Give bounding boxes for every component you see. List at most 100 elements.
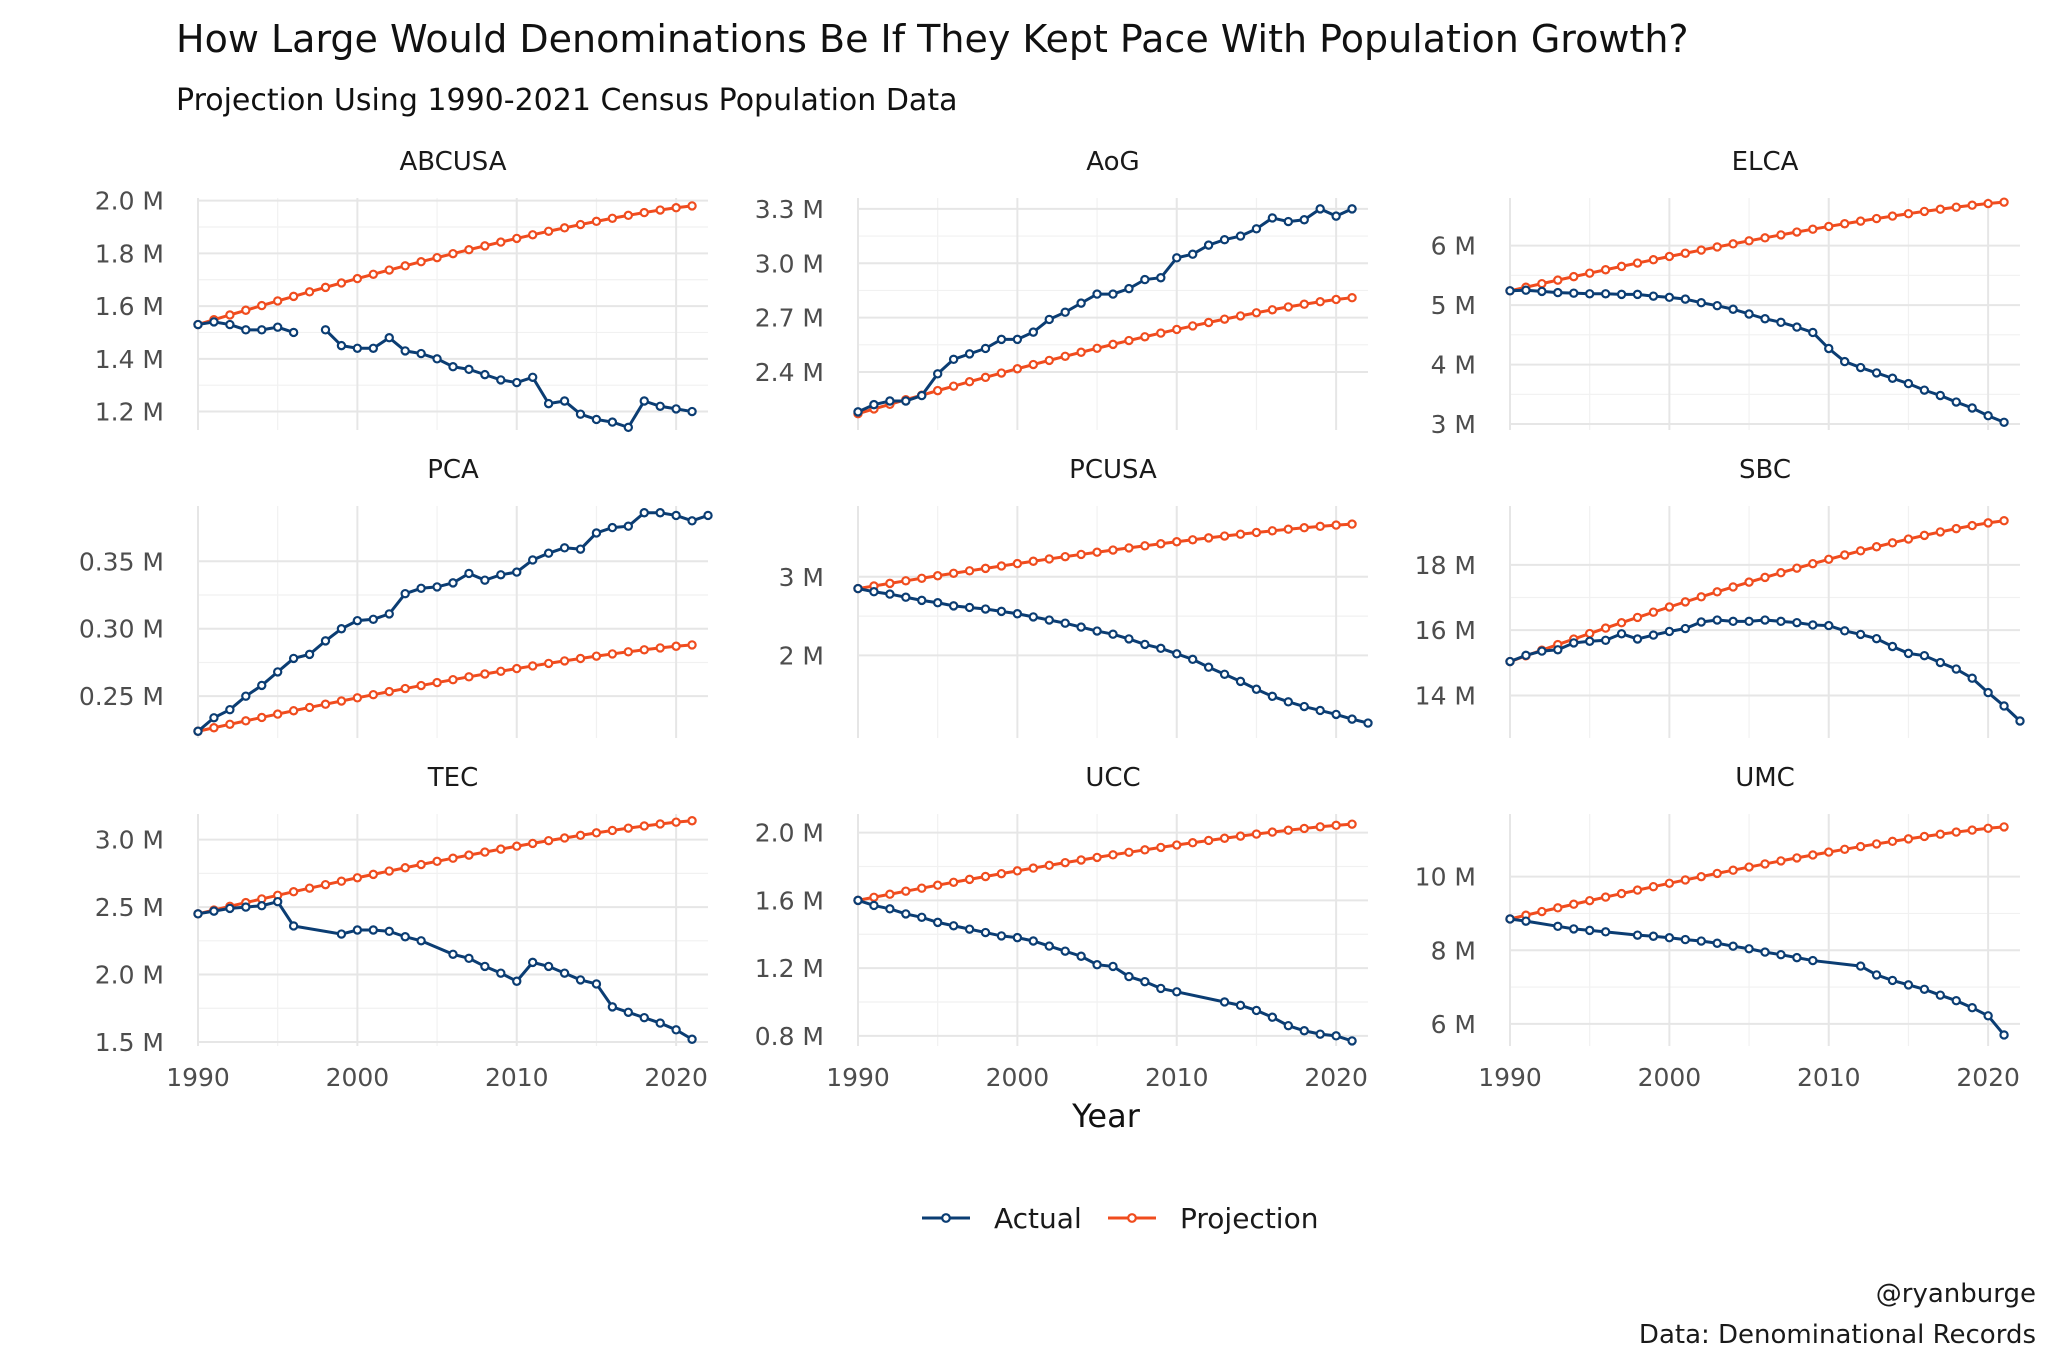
projection-point: [1808, 224, 1818, 234]
actual-point: [1696, 617, 1706, 627]
actual-point: [400, 932, 410, 942]
actual-point: [639, 396, 649, 406]
projection-point: [543, 226, 554, 236]
projection-point: [980, 871, 991, 882]
actual-point: [1648, 931, 1659, 941]
actual-point: [368, 925, 379, 935]
projection-point: [980, 563, 991, 574]
projection-point: [1776, 568, 1786, 578]
projection-point: [1012, 364, 1023, 374]
projection-point: [304, 702, 315, 713]
projection-point: [623, 210, 634, 221]
legend-item-projection: Projection: [1108, 1202, 1318, 1235]
projection-point: [241, 305, 251, 315]
projection-point: [352, 273, 363, 284]
projection-point: [1680, 248, 1691, 258]
actual-point: [1887, 373, 1898, 383]
actual-point: [543, 398, 554, 409]
actual-point: [671, 1025, 681, 1035]
actual-point: [1903, 980, 1914, 990]
actual-point: [1251, 684, 1262, 694]
actual-point: [1999, 1030, 2009, 1040]
actual-point: [1537, 646, 1547, 656]
projection-point: [288, 291, 299, 302]
actual-point: [1219, 234, 1230, 245]
actual-point: [209, 317, 219, 327]
projection-point: [400, 863, 410, 873]
projection-point: [1283, 302, 1294, 312]
actual-point: [336, 929, 347, 939]
actual-point: [1347, 204, 1357, 214]
projection-point: [623, 823, 634, 833]
actual-point: [1919, 385, 1930, 395]
actual-point: [1712, 938, 1722, 948]
actual-point: [1600, 635, 1611, 645]
projection-point: [1060, 351, 1070, 361]
projection-point: [1347, 819, 1357, 829]
projection-point: [225, 719, 235, 729]
actual-point: [1299, 1026, 1309, 1036]
legend-label: Actual: [994, 1202, 1082, 1235]
actual-point: [1903, 648, 1914, 659]
actual-point: [1219, 669, 1230, 679]
actual-point: [193, 726, 203, 736]
projection-point: [496, 666, 506, 676]
actual-point: [241, 691, 251, 701]
x-tick-label: 1990: [166, 1063, 230, 1092]
projection-point: [527, 838, 538, 849]
caption-handle: @ryanburge: [1876, 1279, 2036, 1309]
actual-point: [1108, 289, 1118, 299]
actual-point: [869, 900, 879, 911]
projection-line: [857, 522, 1353, 591]
projection-point: [1584, 268, 1595, 278]
projection-point: [320, 699, 331, 709]
projection-point: [917, 883, 927, 893]
y-tick-label: 6 M: [1431, 1010, 1476, 1039]
actual-line: [324, 328, 693, 430]
actual-point: [1012, 334, 1023, 345]
actual-point: [591, 414, 602, 425]
actual-point: [1267, 213, 1278, 223]
projection-point: [1299, 523, 1309, 533]
projection-point: [1187, 838, 1198, 848]
panel-umc: UMC 6 M 8 M 10 M 1990 2000 2010 2020: [1415, 763, 2020, 1092]
actual-point: [1569, 288, 1579, 298]
projection-point: [1235, 311, 1246, 321]
projection-point: [368, 869, 379, 880]
projection-point: [591, 216, 602, 227]
actual-point: [655, 1018, 665, 1028]
y-tick-label: 1.5 M: [95, 1028, 164, 1057]
actual-point: [352, 343, 363, 353]
projection-point: [948, 877, 959, 887]
projection-point: [1951, 827, 1961, 837]
actual-point: [320, 325, 331, 335]
actual-point: [1632, 634, 1643, 644]
actual-point: [1156, 983, 1166, 994]
projection-point: [1712, 242, 1722, 252]
projection-point: [1331, 520, 1341, 530]
projection-point: [687, 201, 697, 211]
actual-point: [1999, 701, 2009, 711]
projection-point: [1951, 202, 1961, 212]
actual-point: [1951, 664, 1961, 674]
projection-point: [1632, 258, 1643, 268]
x-tick-label: 2020: [1956, 1063, 2020, 1092]
actual-point: [1219, 997, 1230, 1007]
actual-point: [1760, 947, 1770, 957]
projection-point: [272, 709, 283, 719]
projection-point: [320, 282, 331, 293]
actual-line: [857, 898, 1353, 1043]
actual-point: [1600, 289, 1611, 299]
projection-point: [1999, 516, 2009, 526]
actual-point: [1616, 629, 1627, 639]
projection-point: [1219, 314, 1230, 324]
projection-point: [996, 868, 1007, 879]
actual-point: [1855, 961, 1866, 971]
x-tick-label: 2010: [1797, 1063, 1861, 1092]
projection-point: [1251, 527, 1262, 538]
actual-line: [197, 511, 709, 733]
x-tick-label: 2010: [1145, 1063, 1209, 1092]
projection-point: [901, 886, 911, 896]
projection-point: [1632, 612, 1643, 623]
projection-point: [432, 856, 442, 867]
